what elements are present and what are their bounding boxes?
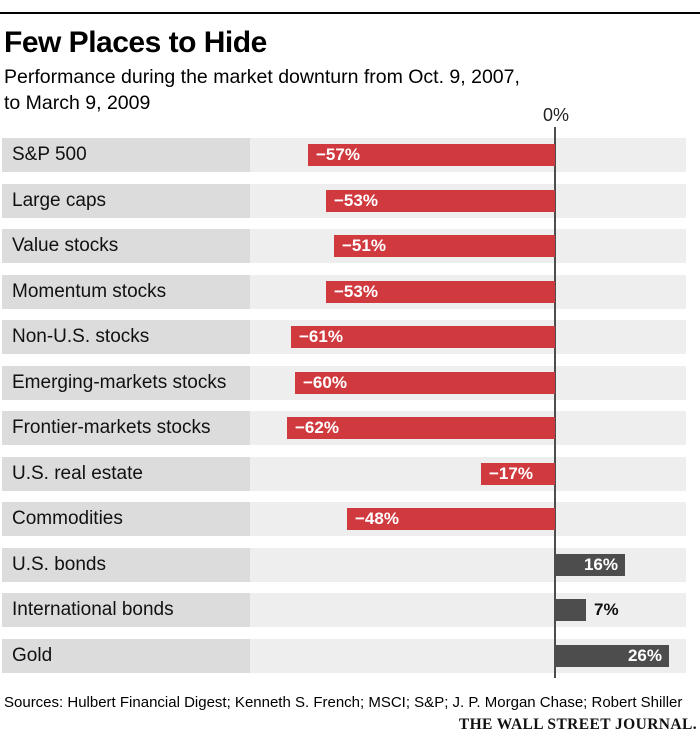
wsj-credit: THE WALL STREET JOURNAL. xyxy=(458,716,697,733)
bar-value-label: −60% xyxy=(303,373,347,392)
row-label: Non-U.S. stocks xyxy=(2,320,250,354)
zero-axis-line xyxy=(554,127,556,678)
row-label: Emerging-markets stocks xyxy=(2,366,250,400)
bar: 16% xyxy=(556,554,625,576)
sources-text: Sources: Hulbert Financial Digest; Kenne… xyxy=(4,694,683,711)
row-plot-area xyxy=(250,593,686,627)
row-label: U.S. real estate xyxy=(2,457,250,491)
bar: −61% xyxy=(291,326,555,348)
bar: −53% xyxy=(326,190,555,212)
bar-value-label: −62% xyxy=(295,418,339,437)
bar: −62% xyxy=(287,417,555,439)
row-label: Gold xyxy=(2,639,250,673)
row-label: Value stocks xyxy=(2,229,250,263)
chart-subtitle-line1: Performance during the market downturn f… xyxy=(4,66,520,88)
row-label: Large caps xyxy=(2,184,250,218)
bar: −51% xyxy=(334,235,555,257)
bar-value-label: −17% xyxy=(489,464,533,483)
bar-value-label: −48% xyxy=(355,509,399,528)
row-label: International bonds xyxy=(2,593,250,627)
bar: −48% xyxy=(347,508,555,530)
row-label: Momentum stocks xyxy=(2,275,250,309)
page-title: Few Places to Hide xyxy=(4,26,267,59)
row-label: U.S. bonds xyxy=(2,548,250,582)
bar: −57% xyxy=(308,144,555,166)
row-label: Frontier-markets stocks xyxy=(2,411,250,445)
row-label: S&P 500 xyxy=(2,138,250,172)
bar-value-label: −53% xyxy=(334,191,378,210)
chart-subtitle: Performance during the market downturn f… xyxy=(4,64,520,116)
bar-value-label: 16% xyxy=(583,555,618,574)
bar: −17% xyxy=(481,463,555,485)
bar-value-label: −57% xyxy=(316,145,360,164)
row-label: Commodities xyxy=(2,502,250,536)
bar: −60% xyxy=(295,372,555,394)
row-plot-area xyxy=(250,457,686,491)
bar-value-label: 26% xyxy=(627,646,662,665)
bar-value-label: −53% xyxy=(334,282,378,301)
bar-value-label: 7% xyxy=(594,600,619,619)
bar: −53% xyxy=(326,281,555,303)
bar: 26% xyxy=(556,645,669,667)
bar xyxy=(556,599,586,621)
top-rule xyxy=(0,12,700,14)
bar-value-label: −51% xyxy=(342,236,386,255)
zero-axis-label: 0% xyxy=(542,105,569,125)
chart-subtitle-line2: to March 9, 2009 xyxy=(4,92,151,114)
bar-value-label: −61% xyxy=(299,327,343,346)
